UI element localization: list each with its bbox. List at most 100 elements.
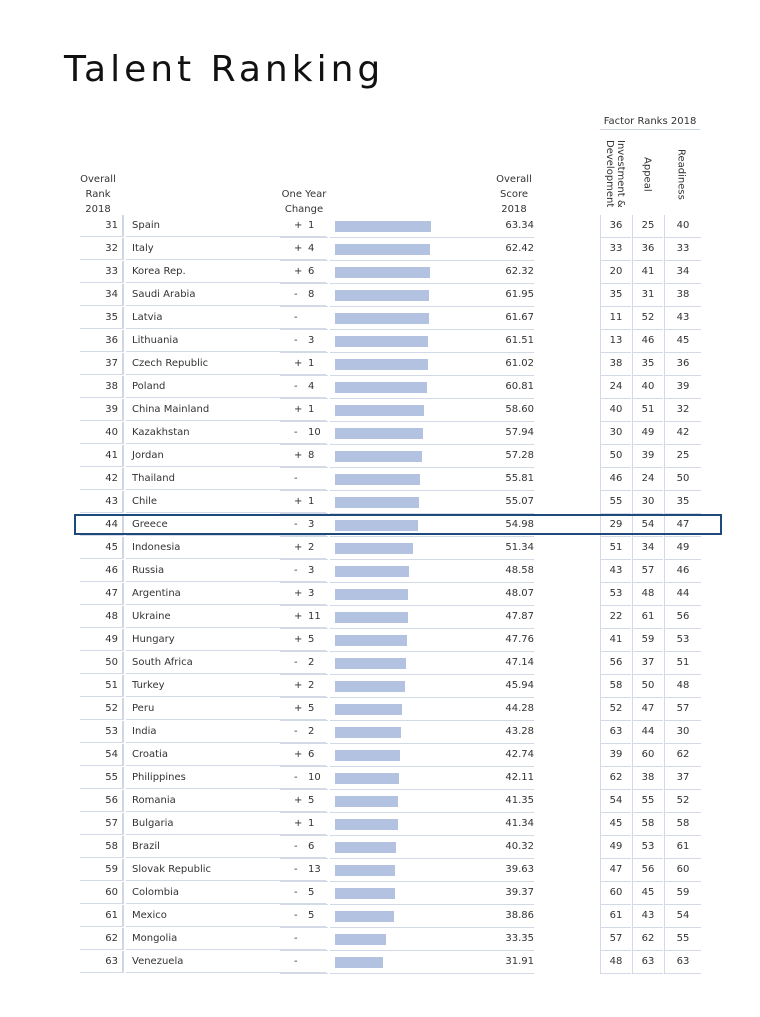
rank-cell: 40: [80, 422, 124, 444]
factor-readiness-cell: 47: [664, 514, 701, 537]
score-cell: 47.76: [450, 629, 534, 652]
factor-investment-cell: 45: [600, 813, 631, 836]
factor-readiness-cell: 57: [664, 698, 701, 721]
factor-header-label: Investment & Development: [604, 140, 626, 208]
change-value: 4: [308, 243, 315, 254]
change-header: One Year Change: [270, 187, 338, 217]
rank-cell: 55: [80, 767, 124, 789]
factor-readiness-cell: 50: [664, 468, 701, 491]
score-cell: 55.81: [450, 468, 534, 491]
factor-appeal-cell: 63: [632, 951, 663, 974]
change-sign: +: [294, 795, 303, 806]
country-cell: South Africa: [126, 652, 326, 674]
bar-cell: [330, 307, 450, 330]
factor-appeal-cell: 38: [632, 767, 663, 790]
factor-readiness-cell: 52: [664, 790, 701, 813]
change-value: 1: [308, 404, 315, 415]
factor-appeal-cell: 44: [632, 721, 663, 744]
rank-cell: 47: [80, 583, 124, 605]
change-sign: -: [294, 910, 298, 921]
rank-cell: 50: [80, 652, 124, 674]
score-cell: 43.28: [450, 721, 534, 744]
bar-cell: [330, 606, 450, 629]
table-row: 55 Philippines -10 42.11 62 38 37: [0, 767, 760, 790]
score-bar: [335, 359, 428, 370]
change-sign: +: [294, 220, 303, 231]
change-cell: -: [280, 928, 328, 951]
factor-investment-cell: 56: [600, 652, 631, 675]
country-cell: Brazil: [126, 836, 326, 858]
country-cell: Hungary: [126, 629, 326, 651]
score-bar: [335, 842, 397, 853]
factor-appeal-cell: 56: [632, 859, 663, 882]
score-cell: 39.37: [450, 882, 534, 905]
change-cell: -: [280, 468, 328, 491]
score-cell: 61.95: [450, 284, 534, 307]
bar-cell: [330, 537, 450, 560]
factor-investment-cell: 63: [600, 721, 631, 744]
change-sign: +: [294, 703, 303, 714]
factor-appeal-cell: 46: [632, 330, 663, 353]
change-sign: -: [294, 841, 298, 852]
change-sign: +: [294, 611, 303, 622]
change-value: 5: [308, 887, 315, 898]
page-title: Talent Ranking: [64, 49, 385, 90]
score-bar: [335, 290, 429, 301]
change-sign: +: [294, 496, 303, 507]
rank-cell: 48: [80, 606, 124, 628]
rank-cell: 53: [80, 721, 124, 743]
score-cell: 61.67: [450, 307, 534, 330]
rank-cell: 56: [80, 790, 124, 812]
score-bar: [335, 704, 403, 715]
score-cell: 40.32: [450, 836, 534, 859]
rank-cell: 54: [80, 744, 124, 766]
rank-cell: 42: [80, 468, 124, 490]
table-row: 53 India -2 43.28 63 44 30: [0, 721, 760, 744]
country-cell: Turkey: [126, 675, 326, 697]
score-bar: [335, 773, 399, 784]
rank-cell: 60: [80, 882, 124, 904]
factor-investment-cell: 38: [600, 353, 631, 376]
change-cell: +1: [280, 813, 328, 836]
change-sign: +: [294, 358, 303, 369]
ranking-table: 31 Spain +1 63.34 36 25 40 32 Italy +4 62.42 33 36 33…: [0, 215, 760, 974]
factor-readiness-cell: 53: [664, 629, 701, 652]
change-sign: +: [294, 243, 303, 254]
bar-cell: [330, 330, 450, 353]
country-cell: Spain: [126, 215, 326, 237]
table-row: 42 Thailand - 55.81 46 24 50: [0, 468, 760, 491]
bar-cell: [330, 905, 450, 928]
table-row: 50 South Africa -2 47.14 56 37 51: [0, 652, 760, 675]
change-value: 5: [308, 634, 315, 645]
table-row: 61 Mexico -5 38.86 61 43 54: [0, 905, 760, 928]
rank-header-line: Rank: [85, 189, 111, 200]
change-value: 1: [308, 818, 315, 829]
score-cell: 47.87: [450, 606, 534, 629]
factor-appeal-cell: 30: [632, 491, 663, 514]
table-row: 36 Lithuania -3 61.51 13 46 45: [0, 330, 760, 353]
score-cell: 57.94: [450, 422, 534, 445]
change-value: 8: [308, 289, 315, 300]
bar-cell: [330, 399, 450, 422]
country-cell: Argentina: [126, 583, 326, 605]
country-cell: Ukraine: [126, 606, 326, 628]
country-cell: Peru: [126, 698, 326, 720]
table-row: 58 Brazil -6 40.32 49 53 61: [0, 836, 760, 859]
table-row: 51 Turkey +2 45.94 58 50 48: [0, 675, 760, 698]
bar-cell: [330, 491, 450, 514]
factor-appeal-cell: 50: [632, 675, 663, 698]
bar-cell: [330, 882, 450, 905]
factor-investment-cell: 20: [600, 261, 631, 284]
bar-cell: [330, 353, 450, 376]
table-row: 52 Peru +5 44.28 52 47 57: [0, 698, 760, 721]
country-cell: China Mainland: [126, 399, 326, 421]
factor-investment-cell: 30: [600, 422, 631, 445]
bar-cell: [330, 813, 450, 836]
score-cell: 45.94: [450, 675, 534, 698]
rank-cell: 41: [80, 445, 124, 467]
change-value: 1: [308, 220, 315, 231]
bar-cell: [330, 698, 450, 721]
change-cell: +4: [280, 238, 328, 261]
factor-appeal-cell: 49: [632, 422, 663, 445]
factor-readiness-cell: 38: [664, 284, 701, 307]
